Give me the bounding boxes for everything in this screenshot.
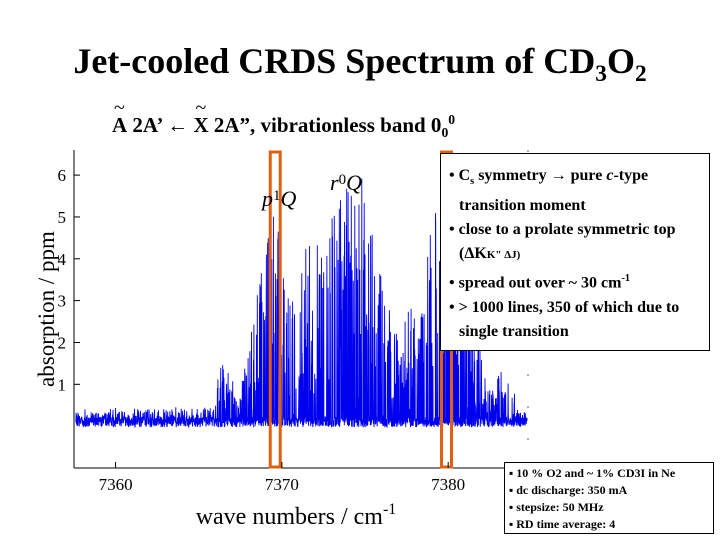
y-tick-label: 1 (58, 375, 67, 394)
condition-item: ▪ dc discharge: 350 mA (509, 483, 628, 497)
x-tick-label: 7380 (431, 475, 465, 494)
y-axis-label: absorption / ppm (34, 231, 59, 387)
subtitle: A 2A’ ← X 2A”, vibrationless band 000 (112, 97, 455, 141)
condition-item: ▪ RD time average: 4 (509, 517, 616, 531)
y-tick-label: 2 (58, 333, 67, 352)
condition-item: ▪ stepsize: 50 MHz (509, 500, 604, 514)
y-tick-label: 5 (58, 208, 67, 227)
info-bullet-spread: • spread out over ~ 30 cm-1 (449, 273, 631, 292)
x-tilde-letter: X (193, 97, 208, 138)
x-axis-label: wave numbers / cm-1 (196, 501, 397, 530)
region-label: p1Q (260, 186, 297, 211)
y-tick-label: 6 (58, 166, 67, 185)
x-tick-label: 7360 (99, 475, 133, 494)
x-tick-label: 7370 (265, 475, 299, 494)
region-label: r0Q (330, 170, 362, 195)
info-box: • Cs symmetry → pure c-type transition m… (440, 153, 710, 351)
a-tilde-letter: A (112, 97, 127, 138)
spectrum-chart: p1Q r0Q 1 2 3 4 5 6 7360 7370 7380 absorption / ppm… (34, 150, 529, 530)
page-title: Jet-cooled CRDS Spectrum of CD3O2 (73, 41, 647, 88)
condition-item: ▪ 10 % O2 and ~ 1% CD3I in Ne (509, 466, 676, 480)
highlight-region (268, 150, 282, 469)
info-bullet-prolate: • close to a prolate symmetric top (ΔKK"… (449, 221, 676, 263)
conditions-box: ▪ 10 % O2 and ~ 1% CD3I in Ne ▪ dc disch… (504, 462, 714, 534)
y-tick-label: 4 (58, 250, 67, 269)
y-tick-label: 3 (58, 292, 67, 311)
info-bullet-symmetry: • Cs symmetry → pure c-type transition m… (449, 167, 649, 215)
info-bullet-lines: • > 1000 lines, 350 of which due to sing… (449, 298, 680, 340)
